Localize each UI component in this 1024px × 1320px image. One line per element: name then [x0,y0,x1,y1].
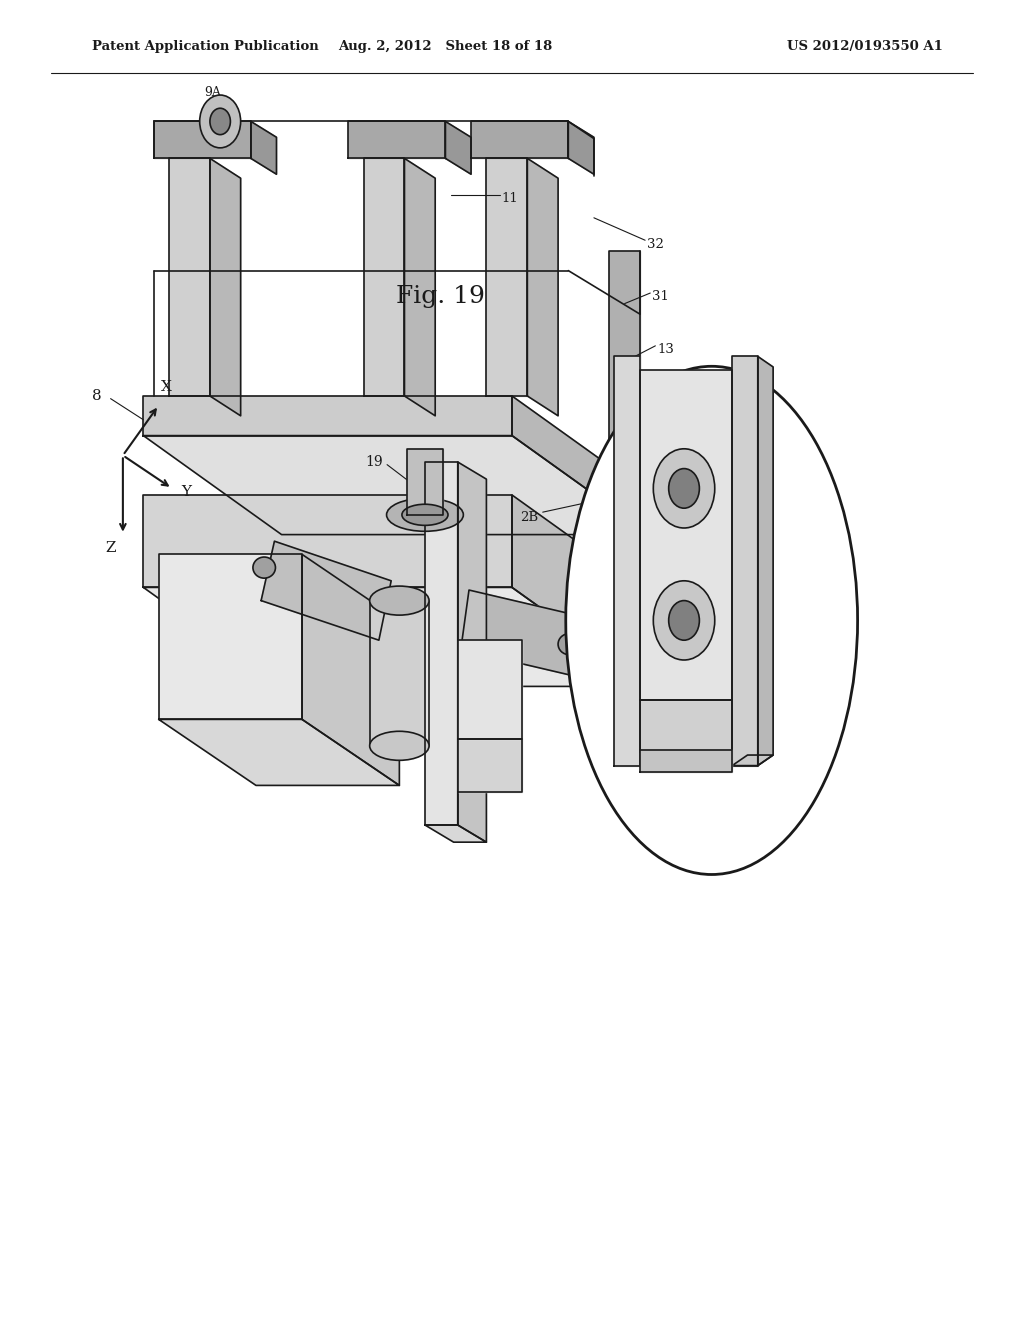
Text: 51: 51 [763,700,779,713]
Polygon shape [471,121,568,158]
Text: 31: 31 [652,290,669,304]
Text: 2A: 2A [520,630,539,643]
Polygon shape [458,640,522,739]
Circle shape [210,108,230,135]
Polygon shape [370,601,429,746]
Polygon shape [458,462,486,842]
Text: 32: 32 [647,238,664,251]
Polygon shape [527,158,558,416]
Text: Patent Application Publication: Patent Application Publication [92,40,318,53]
Text: US 2012/0193550 A1: US 2012/0193550 A1 [787,40,943,53]
Ellipse shape [401,504,449,525]
Polygon shape [512,396,650,535]
Polygon shape [407,449,443,515]
Text: 19: 19 [365,455,383,469]
Polygon shape [159,554,302,719]
Text: Y: Y [181,486,191,499]
Text: 11: 11 [502,191,518,205]
Polygon shape [640,750,732,772]
Circle shape [200,95,241,148]
Text: 2B: 2B [520,511,539,524]
Text: 1: 1 [356,686,365,700]
Polygon shape [251,121,276,174]
Polygon shape [640,370,732,700]
Polygon shape [640,700,732,752]
Text: Aug. 2, 2012   Sheet 18 of 18: Aug. 2, 2012 Sheet 18 of 18 [338,40,553,53]
Text: 49: 49 [778,574,795,587]
Polygon shape [404,158,435,416]
Polygon shape [445,121,471,174]
Ellipse shape [370,731,429,760]
Polygon shape [609,251,640,488]
Polygon shape [210,158,241,416]
Polygon shape [159,719,399,785]
Polygon shape [458,739,522,792]
Text: 52: 52 [609,675,626,688]
Polygon shape [143,587,650,686]
Polygon shape [461,590,582,676]
Ellipse shape [565,366,857,874]
Circle shape [653,581,715,660]
Polygon shape [512,495,650,686]
Circle shape [669,601,699,640]
Text: Fig. 19: Fig. 19 [396,285,484,309]
Polygon shape [154,121,251,158]
Text: Z: Z [105,541,116,554]
Text: 50: 50 [568,653,585,667]
Polygon shape [364,158,404,396]
Polygon shape [758,356,773,766]
Polygon shape [568,121,594,174]
Polygon shape [261,541,391,640]
Ellipse shape [253,557,275,578]
Text: 9A: 9A [205,86,221,99]
Ellipse shape [558,634,581,655]
Polygon shape [732,755,773,766]
Text: 150: 150 [258,748,285,762]
Polygon shape [302,554,399,785]
Polygon shape [143,396,512,436]
Polygon shape [425,825,486,842]
Text: X: X [161,380,171,393]
Text: 13: 13 [657,343,674,356]
Polygon shape [169,158,210,396]
Polygon shape [486,158,527,396]
Text: 8: 8 [92,389,102,403]
Polygon shape [143,495,512,587]
Ellipse shape [387,499,463,532]
Circle shape [653,449,715,528]
Polygon shape [348,121,445,158]
Circle shape [669,469,699,508]
Polygon shape [143,436,650,535]
Polygon shape [425,462,458,825]
Polygon shape [614,356,640,766]
Polygon shape [732,356,758,766]
Ellipse shape [370,586,429,615]
